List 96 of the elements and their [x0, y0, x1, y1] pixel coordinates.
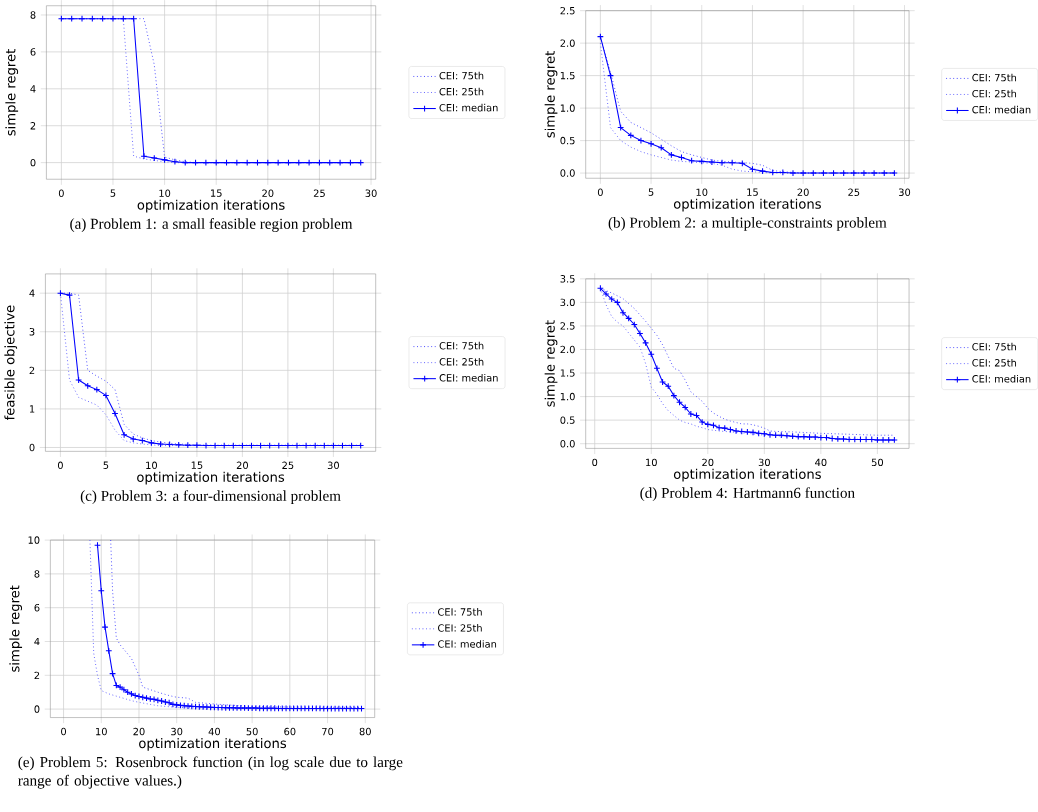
y-axis-title: simple regret — [9, 585, 23, 672]
y-tick-label: 3.5 — [560, 275, 575, 283]
x-tick-label: 30 — [365, 189, 377, 197]
legend-label: CEI: 75th — [972, 73, 1017, 82]
legend-label: CEI: 25th — [439, 87, 484, 96]
x-tick-label: 70 — [322, 727, 334, 736]
text: (e) Problem 5: Rosenbrock function (in log scale due to large range of objective values.) — [18, 756, 403, 789]
y-tick-label: 6 — [34, 603, 40, 612]
x-tick-label: 50 — [246, 727, 258, 736]
y-axis-title: simple regret — [544, 320, 558, 407]
legend-label: CEI: 25th — [972, 89, 1017, 98]
x-tick-label: 20 — [133, 727, 145, 736]
y-tick-label: 0 — [29, 443, 35, 452]
y-tick-label: 1.0 — [560, 104, 575, 112]
x-tick-label: 30 — [758, 458, 770, 467]
x-tick-label: 15 — [211, 189, 222, 197]
y-tick-label: 2 — [34, 671, 40, 679]
y-axis-title: simple regret — [544, 50, 558, 138]
y-tick-label: 2.5 — [560, 6, 575, 15]
x-axis-title: optimization iterations — [137, 471, 285, 485]
y-tick-label: 8 — [34, 570, 40, 578]
x-tick-label: 5 — [110, 189, 116, 197]
x-tick-label: 25 — [282, 461, 294, 469]
x-tick-label: 40 — [208, 727, 221, 736]
x-tick-label: 25 — [313, 189, 325, 197]
y-tick-label: 2 — [30, 121, 36, 130]
y-tick-label: 10 — [28, 536, 40, 544]
x-tick-label: 5 — [648, 188, 654, 196]
x-tick-label: 25 — [848, 188, 860, 196]
legend-label: CEI: 25th — [438, 624, 482, 632]
x-tick-label: 30 — [171, 727, 183, 736]
text: (b) Problem 2: a multiple-constraints problem — [608, 216, 887, 231]
x-tick-label: 0 — [592, 458, 598, 467]
x-tick-label: 10 — [96, 727, 107, 736]
x-tick-label: 60 — [284, 727, 296, 736]
legend-label: CEI: 25th — [439, 357, 484, 366]
y-tick-label: 2.5 — [560, 322, 575, 330]
x-tick-label: 10 — [159, 189, 171, 197]
x-tick-label: 40 — [815, 458, 827, 467]
y-tick-label: 1 — [29, 405, 35, 413]
x-tick-label: 20 — [236, 461, 249, 469]
y-tick-label: 0.0 — [560, 439, 575, 448]
legend-label: CEI: median — [439, 103, 498, 112]
y-tick-label: 4 — [34, 637, 40, 645]
y-tick-label: 0.0 — [560, 169, 575, 177]
y-tick-label: 4 — [29, 289, 35, 297]
x-tick-label: 30 — [327, 461, 339, 469]
x-tick-label: 50 — [871, 458, 884, 467]
y-tick-label: 4 — [30, 85, 36, 93]
y-tick-label: 0.5 — [560, 136, 575, 145]
y-tick-label: 2.0 — [560, 39, 575, 47]
text: (c) Problem 3: a four-dimensional problem — [80, 490, 341, 504]
x-tick-label: 0 — [597, 188, 603, 196]
legend-label: CEI: 75th — [439, 341, 484, 350]
x-tick-label: 10 — [146, 461, 158, 469]
x-tick-label: 5 — [103, 461, 109, 469]
x-axis-title: optimization iterations — [673, 198, 821, 212]
legend-label: CEI: median — [972, 374, 1031, 383]
legend-label: CEI: median — [439, 373, 498, 382]
x-tick-label: 20 — [702, 458, 714, 467]
y-tick-label: 1.5 — [560, 369, 575, 377]
y-tick-label: 1.5 — [560, 71, 575, 80]
legend-label: CEI: 75th — [972, 342, 1017, 351]
legend-label: CEI: 75th — [439, 71, 484, 80]
y-tick-label: 2.0 — [560, 345, 575, 354]
y-tick-label: 0 — [30, 158, 36, 167]
x-axis-title: optimization iterations — [137, 199, 285, 213]
y-tick-label: 1.0 — [560, 392, 575, 401]
x-tick-label: 0 — [57, 461, 63, 469]
y-tick-label: 0 — [34, 705, 40, 713]
text: (d) Problem 4: Hartmann6 function — [640, 487, 855, 501]
x-tick-label: 20 — [797, 188, 809, 196]
x-axis-title: optimization iterations — [139, 737, 287, 751]
x-tick-label: 15 — [191, 461, 203, 469]
y-axis-title: simple regret — [5, 48, 19, 136]
x-tick-label: 10 — [696, 188, 708, 196]
y-tick-label: 0.5 — [560, 416, 575, 424]
y-tick-label: 8 — [30, 11, 36, 19]
x-tick-label: 0 — [58, 189, 64, 197]
y-tick-label: 3 — [29, 327, 35, 336]
legend-label: CEI: 25th — [972, 358, 1017, 367]
text: (a) Problem 1: a small feasible region problem — [70, 217, 353, 232]
y-tick-label: 3.0 — [560, 298, 575, 307]
x-tick-label: 30 — [898, 188, 911, 196]
y-tick-label: 6 — [30, 48, 36, 56]
x-tick-label: 0 — [61, 727, 67, 736]
legend-label: CEI: median — [438, 640, 497, 648]
x-tick-label: 10 — [646, 458, 657, 467]
legend-label: CEI: median — [972, 105, 1031, 114]
x-tick-label: 15 — [747, 188, 758, 196]
y-axis-title: feasible objective — [4, 305, 18, 421]
y-tick-label: 2 — [29, 366, 35, 374]
x-tick-label: 20 — [262, 189, 274, 197]
legend-label: CEI: 75th — [438, 607, 482, 616]
x-tick-label: 80 — [359, 727, 371, 736]
x-axis-title: optimization iterations — [673, 468, 821, 482]
